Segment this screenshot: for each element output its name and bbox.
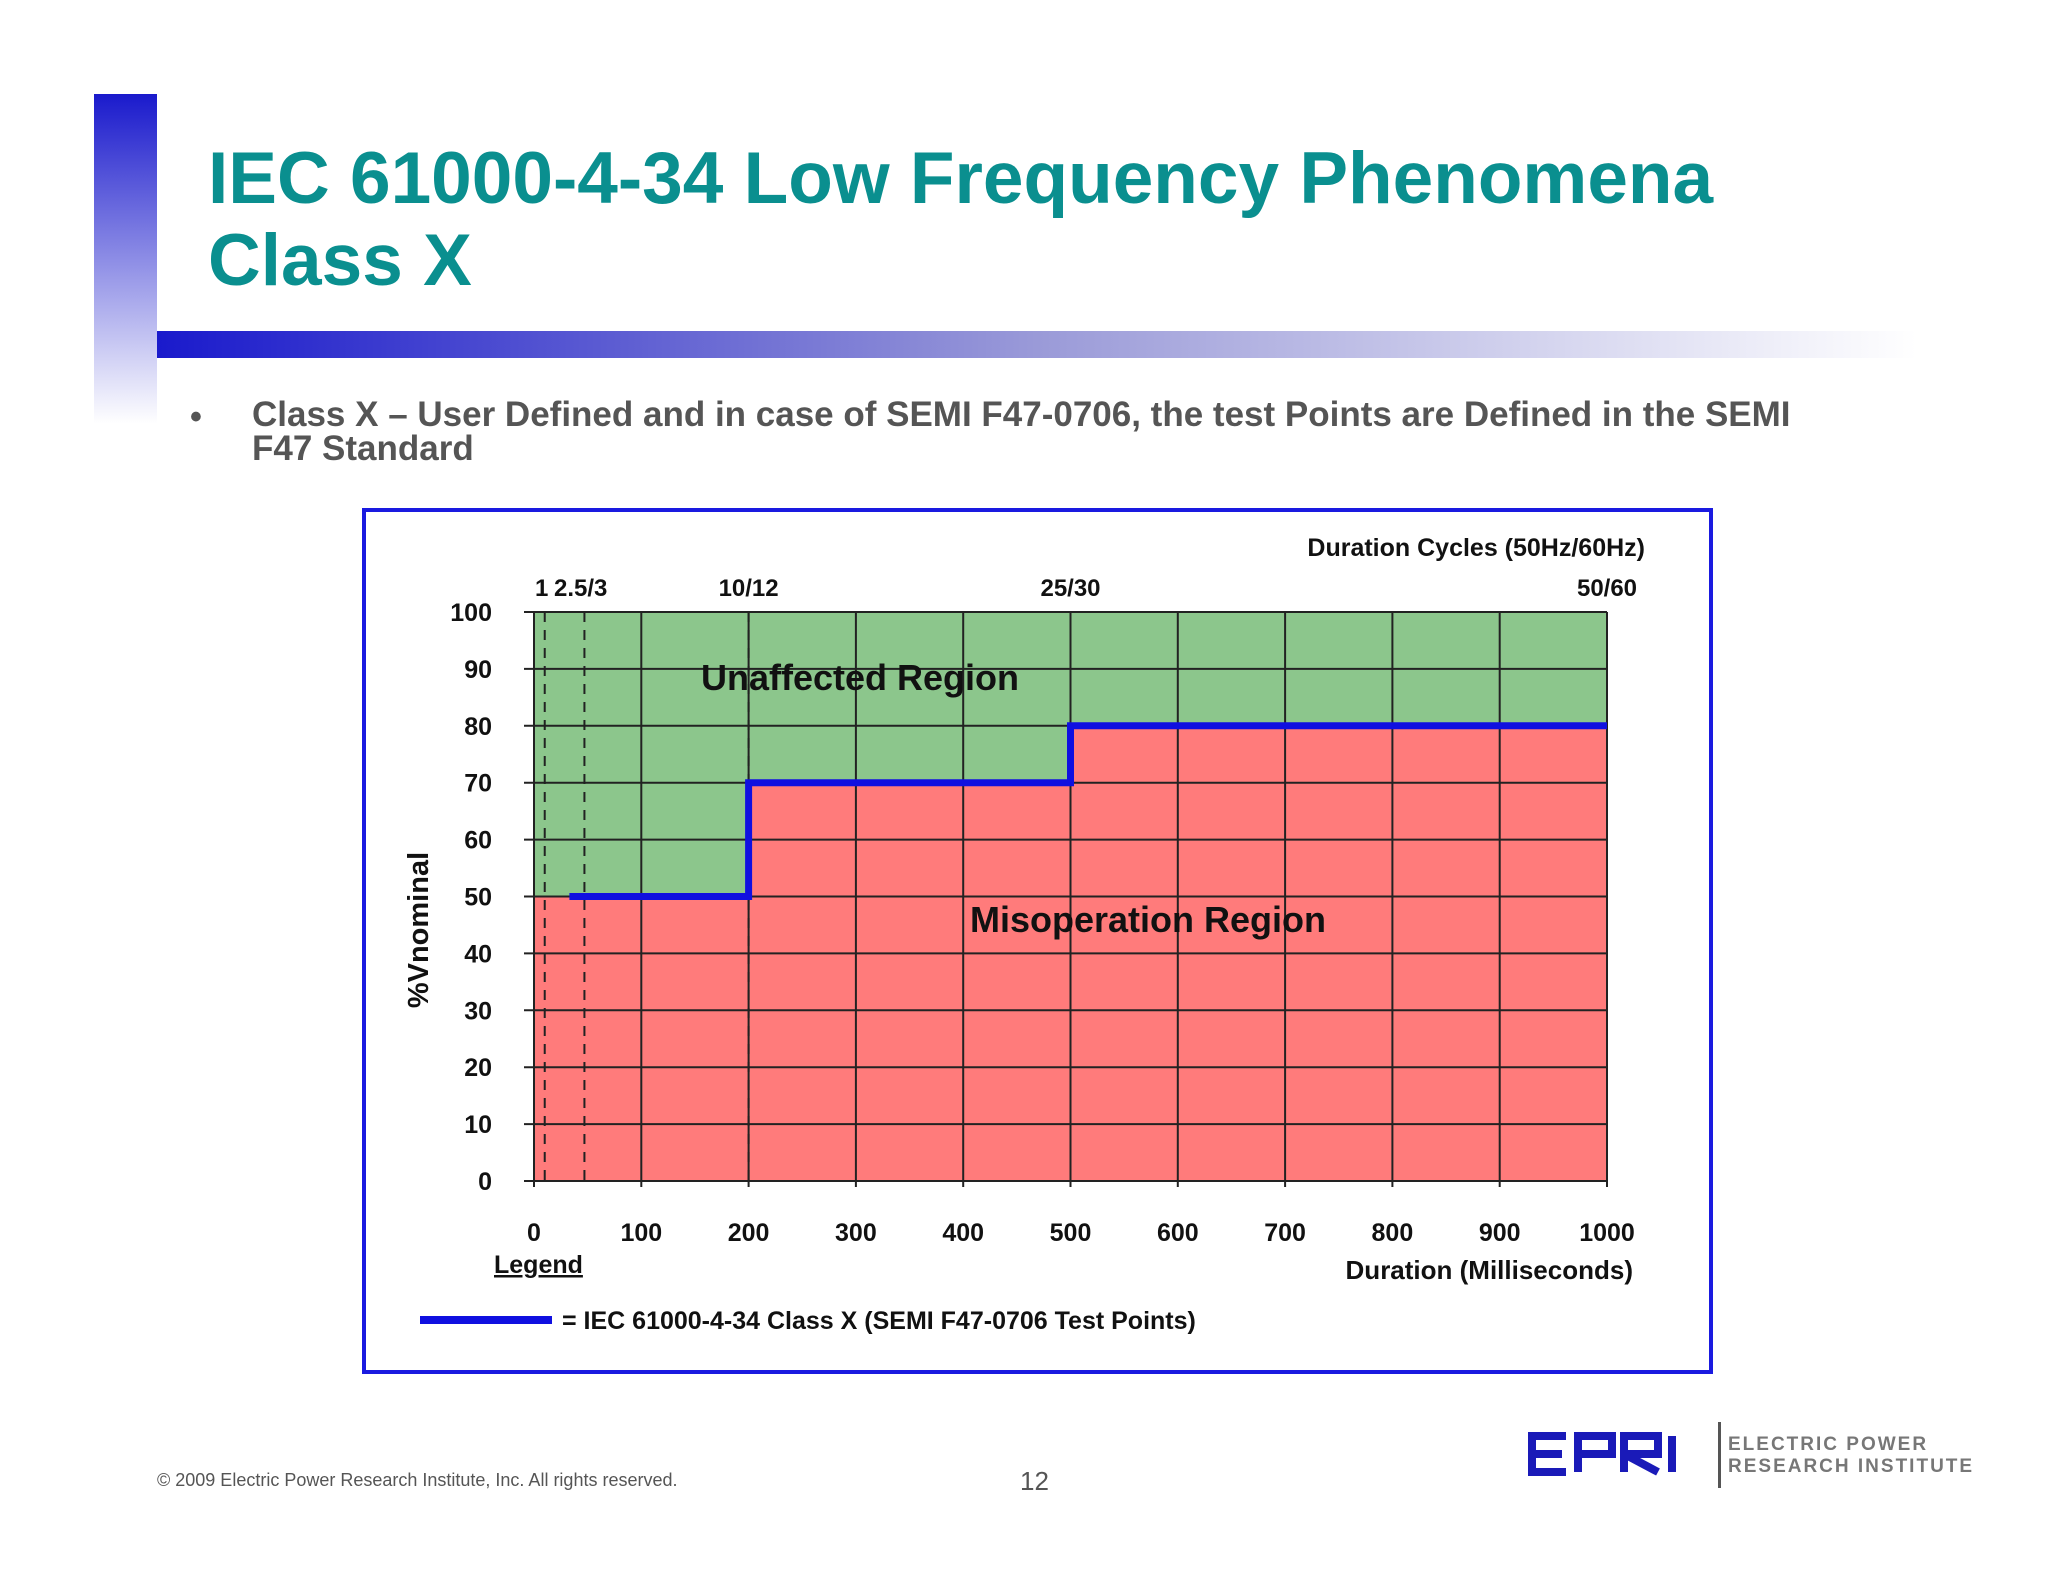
y-tick-label: 60: [464, 827, 492, 855]
copyright: © 2009 Electric Power Research Institute…: [157, 1470, 678, 1490]
x-axis-label: Duration (Milliseconds): [1346, 1255, 1633, 1285]
logo-line-1: ELECTRIC POWER: [1728, 1434, 1929, 1455]
bullet-marker: •: [190, 398, 202, 436]
decorative-gradient-band: [157, 331, 1917, 358]
x-tick-label: 200: [728, 1219, 770, 1247]
bullet-text: Class X – User Defined and in case of SE…: [252, 395, 1791, 468]
cycle-tick-label: 10/12: [719, 575, 779, 602]
cycle-tick-label: 2.5/3: [554, 575, 607, 602]
x-tick-label: 0: [527, 1219, 541, 1247]
x-tick-label: 1000: [1579, 1219, 1635, 1247]
decorative-vertical-bar: [94, 94, 157, 424]
y-tick-label: 30: [464, 997, 492, 1025]
y-tick-label: 50: [464, 884, 492, 912]
y-tick-label: 80: [464, 713, 492, 741]
y-tick-label: 90: [464, 656, 492, 684]
logo-line-2: RESEARCH INSTITUTE: [1728, 1456, 1975, 1477]
y-tick-label: 10: [464, 1111, 492, 1139]
logo-text: ELECTRIC POWER RESEARCH INSTITUTE: [1728, 1434, 1974, 1478]
slide-title: IEC 61000-4-34 Low Frequency Phenomena Cl…: [208, 138, 1713, 302]
cycle-tick-label: 1: [535, 575, 548, 602]
x-tick-label: 600: [1157, 1219, 1199, 1247]
legend-entry: = IEC 61000-4-34 Class X (SEMI F47-0706 …: [562, 1307, 1196, 1335]
x-tick-label: 100: [620, 1219, 662, 1247]
y-tick-label: 100: [450, 599, 492, 627]
x-tick-label: 400: [942, 1219, 984, 1247]
cycle-tick-label: 50/60: [1577, 575, 1637, 602]
title-line-1: IEC 61000-4-34 Low Frequency Phenomena: [208, 138, 1714, 219]
cycle-tick-label: 25/30: [1040, 575, 1100, 602]
y-tick-label: 20: [464, 1054, 492, 1082]
y-tick-label: 70: [464, 770, 492, 798]
y-tick-label: 40: [464, 940, 492, 968]
x-tick-label: 800: [1372, 1219, 1414, 1247]
top-axis-label: Duration Cycles (50Hz/60Hz): [1307, 534, 1645, 562]
y-axis-label: %Vnominal: [403, 852, 435, 1008]
title-line-2: Class X: [208, 220, 472, 301]
x-tick-label: 900: [1479, 1219, 1521, 1247]
x-tick-label: 700: [1264, 1219, 1306, 1247]
x-tick-label: 500: [1050, 1219, 1092, 1247]
legend-title: Legend: [494, 1251, 583, 1279]
y-tick-label: 0: [478, 1168, 492, 1196]
epri-logo: [1528, 1422, 1721, 1488]
misoperation-region-label: Misoperation Region: [970, 899, 1326, 940]
x-tick-label: 300: [835, 1219, 877, 1247]
step-series-line: [569, 722, 1607, 900]
page-number: 12: [1020, 1466, 1049, 1496]
unaffected-region-label: Unaffected Region: [701, 657, 1019, 698]
